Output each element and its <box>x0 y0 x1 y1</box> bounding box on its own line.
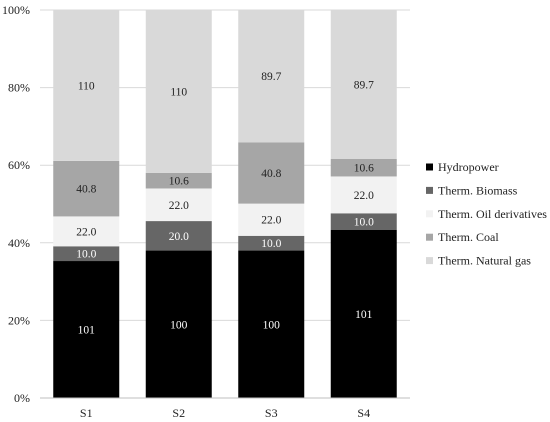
data-label: 89.7 <box>261 71 281 83</box>
data-label: 10.0 <box>76 249 96 261</box>
y-tick-label: 40% <box>8 236 30 250</box>
bar-segment <box>53 261 120 398</box>
data-label: 89.7 <box>354 79 374 91</box>
y-tick-label: 0% <box>14 391 30 405</box>
bar-segment <box>53 246 120 262</box>
bar-segment <box>53 160 120 217</box>
bar-segment <box>145 172 212 189</box>
bar-segment <box>238 250 305 398</box>
bar-segment <box>53 216 120 247</box>
data-label: 110 <box>170 86 187 98</box>
bar-segment <box>145 250 212 398</box>
data-label: 22.0 <box>76 226 96 238</box>
data-label: 110 <box>78 80 95 92</box>
bar-segment <box>53 10 120 161</box>
data-label: 10.0 <box>261 238 281 250</box>
bar-segment <box>145 188 212 222</box>
data-label: 22.0 <box>261 215 281 227</box>
legend-label: Therm. Natural gas <box>438 254 531 268</box>
data-label: 22.0 <box>354 190 374 202</box>
x-tick-label: S1 <box>80 406 93 420</box>
data-label: 10.6 <box>169 176 189 188</box>
data-label: 10.0 <box>354 217 374 229</box>
bar-segment <box>330 213 397 230</box>
y-tick-label: 80% <box>8 81 30 95</box>
x-tick-label: S4 <box>357 406 370 420</box>
bar-segment <box>330 10 397 159</box>
data-labels: 101 10.0 22.0 40.8 110 100 20.0 22.0 10.6 110 100 1… <box>76 71 374 336</box>
bar-segment <box>330 229 397 398</box>
data-label: 40.8 <box>76 184 96 196</box>
bar-segment <box>238 10 305 143</box>
y-tick-label: 100% <box>2 3 30 17</box>
legend-swatch <box>426 210 433 218</box>
data-label: 100 <box>170 319 188 331</box>
x-tick-label: S3 <box>265 406 278 420</box>
legend-swatch <box>426 233 433 241</box>
legend-label: Therm. Biomass <box>438 183 518 197</box>
legend: Hydropower Therm. Biomass Therm. Oil deriv… <box>426 160 547 268</box>
bar-segment <box>238 203 305 236</box>
data-label: 40.8 <box>261 168 281 180</box>
bar-segment <box>145 221 212 251</box>
legend-swatch <box>426 257 433 265</box>
data-label: 22.0 <box>169 200 189 212</box>
data-label: 20.0 <box>169 231 189 243</box>
y-tick-label: 60% <box>8 158 30 172</box>
bar-segment <box>330 176 397 214</box>
y-tick-label: 20% <box>8 313 30 327</box>
legend-swatch <box>426 186 433 194</box>
bar-segment <box>330 158 397 177</box>
legend-label: Hydropower <box>438 160 499 174</box>
legend-label: Therm. Coal <box>438 230 499 244</box>
legend-swatch <box>426 163 433 171</box>
bars <box>53 10 397 398</box>
data-label: 101 <box>355 309 373 321</box>
x-tick-label: S2 <box>172 406 185 420</box>
bar-segment <box>145 10 212 173</box>
data-label: 101 <box>78 325 96 337</box>
bar-segment <box>238 235 305 251</box>
bar-segment <box>238 142 305 204</box>
legend-label: Therm. Oil derivatives <box>438 207 547 221</box>
data-label: 100 <box>263 319 281 331</box>
axes: 0% 20% 40% 60% 80% 100% S1 S2 S3 S4 <box>2 3 410 420</box>
data-label: 10.6 <box>354 163 374 175</box>
